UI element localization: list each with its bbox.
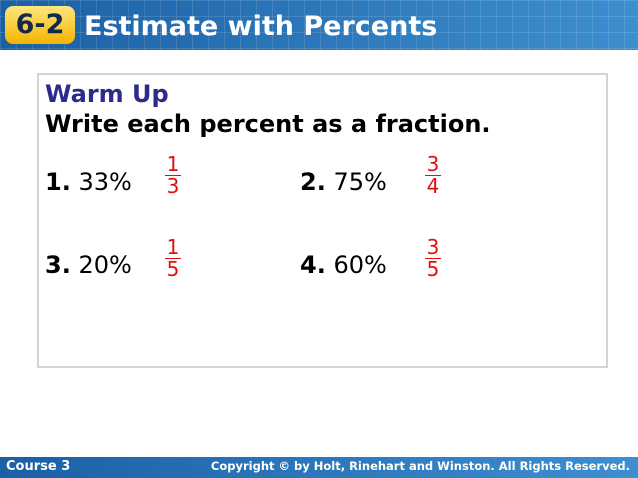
percent: 20% bbox=[78, 251, 132, 279]
instruction: Write each percent as a fraction. bbox=[45, 110, 491, 138]
problem: 1. 33% bbox=[45, 168, 132, 196]
numerator: 1 bbox=[166, 235, 180, 259]
problem: 2. 75% bbox=[300, 168, 387, 196]
lesson-number: 6-2 bbox=[5, 6, 75, 44]
problem-number: 4. bbox=[300, 251, 326, 279]
denominator: 3 bbox=[166, 174, 180, 198]
header-bar bbox=[0, 0, 638, 50]
fraction-bar bbox=[425, 258, 441, 259]
percent: 33% bbox=[78, 168, 132, 196]
course-label: Course 3 bbox=[6, 459, 71, 474]
copyright: Copyright © by Holt, Rinehart and Winsto… bbox=[210, 459, 630, 473]
problem-number: 1. bbox=[45, 168, 71, 196]
numerator: 3 bbox=[426, 152, 440, 176]
denominator: 5 bbox=[166, 257, 180, 281]
problem-number: 2. bbox=[300, 168, 326, 196]
footer-bar bbox=[0, 457, 638, 478]
denominator: 5 bbox=[426, 257, 440, 281]
percent: 75% bbox=[333, 168, 387, 196]
slide-title: Estimate with Percents bbox=[84, 11, 438, 42]
fraction-bar bbox=[165, 175, 181, 176]
percent: 60% bbox=[333, 251, 387, 279]
numerator: 3 bbox=[426, 235, 440, 259]
numerator: 1 bbox=[166, 152, 180, 176]
problem: 4. 60% bbox=[300, 251, 387, 279]
content-box bbox=[37, 73, 608, 368]
problem-number: 3. bbox=[45, 251, 71, 279]
warm-up-heading: Warm Up bbox=[45, 80, 169, 108]
fraction-bar bbox=[425, 175, 441, 176]
denominator: 4 bbox=[426, 174, 440, 198]
problem: 3. 20% bbox=[45, 251, 132, 279]
fraction-bar bbox=[165, 258, 181, 259]
